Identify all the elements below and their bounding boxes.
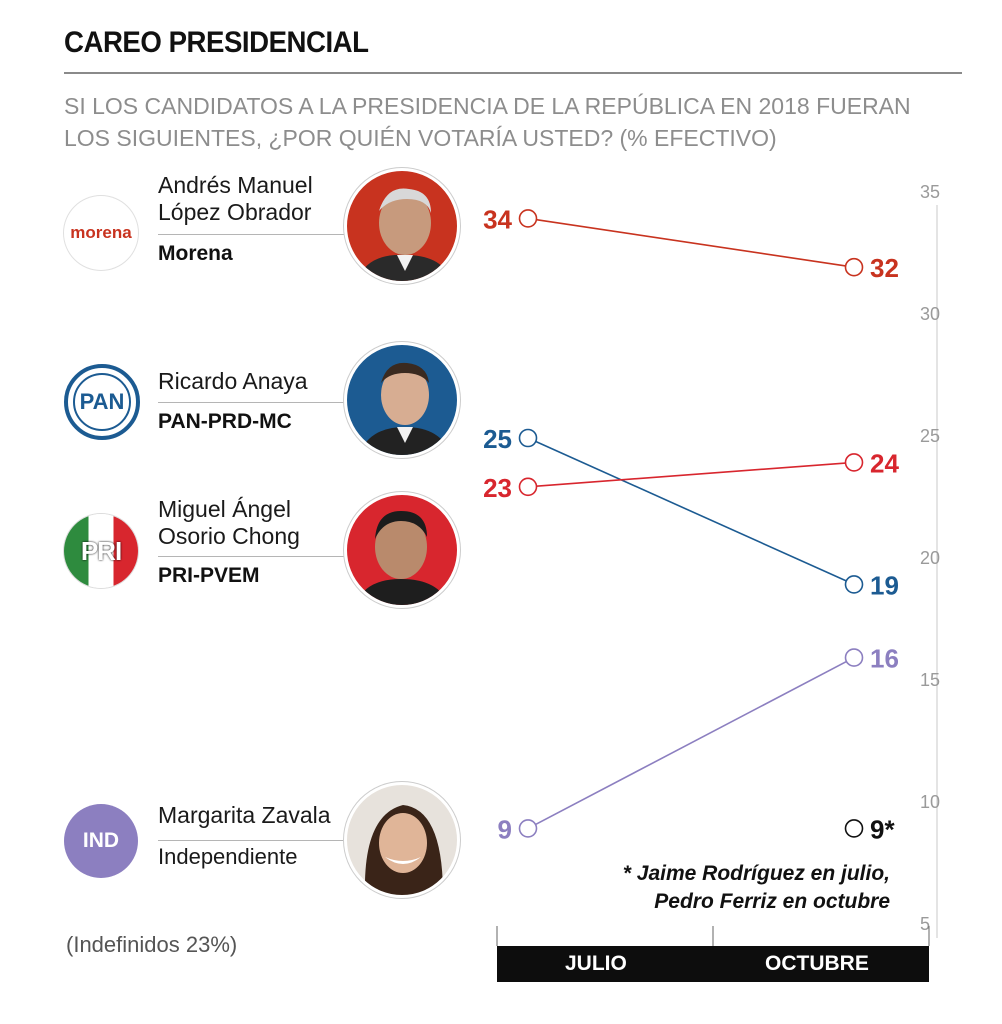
candidate-party: Morena [158,242,233,265]
y-tick-label: 5 [920,914,930,934]
candidate-morena: morena Andrés Manuel López Obrador Moren… [0,168,470,298]
candidate-rule [158,840,348,841]
x-axis-label: JULIO [565,952,627,975]
y-tick-label: 35 [920,182,940,202]
series-line [527,437,855,586]
data-point [518,819,538,838]
pan-logo-text: PAN [79,389,125,414]
y-tick-label: 10 [920,792,940,812]
ind-logo-text: IND [82,829,120,852]
data-label: 16 [870,644,899,674]
data-label: 25 [483,424,512,454]
candidate-pan: PAN Ricardo Anaya PAN-PRD-MC [0,336,470,466]
chart-title: CAREO PRESIDENCIAL [64,26,369,59]
footnote-line1: * Jaime Rodríguez en julio, [622,862,890,885]
candidate-rule [158,556,348,557]
candidate-name-line1: Margarita Zavala [158,802,331,828]
chart-subtitle: SI LOS CANDIDATOS A LA PRESIDENCIA DE LA… [64,93,911,151]
candidate-ind: IND Margarita Zavala Independiente [0,782,470,912]
pan-logo: PAN [64,364,140,440]
y-tick-label: 15 [920,670,940,690]
candidate-party: PAN-PRD-MC [158,410,292,433]
ind-logo: IND [64,804,138,878]
candidate-photo [344,342,460,458]
candidate-rule [158,402,348,403]
data-point [844,819,864,838]
candidate-photo [344,168,460,284]
data-label: 32 [870,253,899,283]
candidate-pri: PRI Miguel Ángel Osorio Chong PRI-PVEM [0,492,470,622]
y-tick-label: 25 [920,426,940,446]
morena-logo-text: morena [70,223,132,242]
footnote: * Jaime Rodríguez en julio, Pedro Ferriz… [623,860,890,916]
data-point [518,428,538,448]
x-axis-bar: JULIO OCTUBRE [497,946,929,982]
candidate-rule [158,234,348,235]
data-point [844,453,864,472]
series-line [527,217,855,268]
candidate-photo [344,492,460,608]
data-point [844,257,864,277]
data-point [844,648,864,667]
pri-logo: PRI [64,514,138,588]
data-point [844,575,864,594]
y-tick-label: 20 [920,548,940,568]
candidate-name-line1: Miguel Ángel [158,496,291,522]
candidate-name-line1: Ricardo Anaya [158,368,308,394]
data-label: 24 [870,448,899,478]
data-label: 9 [498,814,512,844]
candidate-photo [344,782,460,898]
footnote-line2: Pedro Ferriz en octubre [654,890,890,913]
candidate-name-line2: López Obrador [158,199,312,225]
candidate-name-line1: Andrés Manuel [158,172,313,198]
candidate-party: PRI-PVEM [158,564,260,587]
data-label: 34 [483,204,512,234]
undecided-note: (Indefinidos 23%) [66,932,238,957]
data-point [518,209,538,228]
morena-logo: morena [64,196,138,270]
pri-logo-text: PRI [80,535,122,566]
series-line [527,461,855,488]
data-label: 9* [870,814,895,844]
data-point [518,477,538,497]
candidate-name-line2: Osorio Chong [158,523,300,549]
candidate-party: Independiente [158,844,298,869]
data-label: 23 [483,473,512,503]
series-line [527,656,855,830]
data-label: 19 [870,570,899,600]
title-rule [64,72,962,74]
x-axis-label: OCTUBRE [765,952,869,975]
y-tick-label: 30 [920,304,940,324]
